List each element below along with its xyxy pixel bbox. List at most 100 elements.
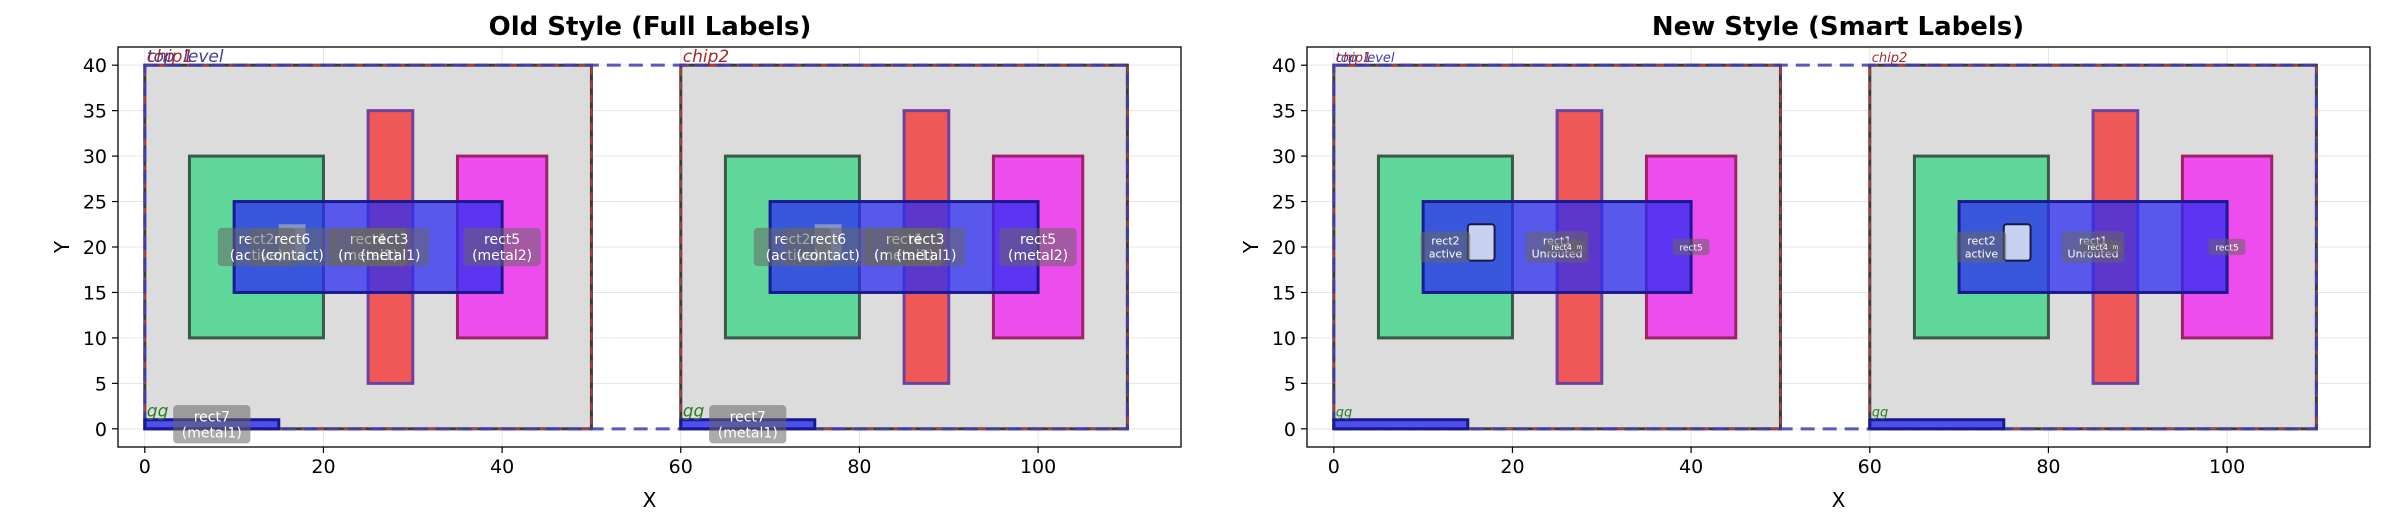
panel-title: Old Style (Full Labels) <box>489 12 812 42</box>
y-tick-label: 10 <box>83 328 107 350</box>
x-tick-label: 0 <box>139 456 151 478</box>
shape-label-box <box>2108 240 2123 254</box>
shape-label-text: rect2 <box>1431 235 1459 248</box>
shape-label-text: (metal1) <box>718 425 778 441</box>
cell-label-chip1: chip1 <box>1336 51 1372 66</box>
shape-label-text: rect4 <box>2087 243 2108 252</box>
y-tick-label: 30 <box>1272 146 1296 168</box>
shape-label-text: m <box>2112 244 2118 251</box>
shape-label-text: (contact) <box>796 248 859 264</box>
x-tick-label: 60 <box>1858 456 1882 478</box>
chip2-shape-label: rect6(contact) <box>785 227 871 267</box>
x-tick-label: 0 <box>1328 456 1340 478</box>
x-tick-label: 40 <box>490 456 514 478</box>
shape-label-box <box>1572 240 1587 254</box>
chip2-shape-label: rect4 <box>2080 239 2115 255</box>
y-axis-label: Y <box>50 240 74 254</box>
shape-label-box <box>463 227 541 267</box>
chip1-shape-label: m <box>1572 240 1587 254</box>
shape-label-box <box>351 227 430 267</box>
shape-label-text: (metal1) <box>360 248 420 264</box>
y-tick-label: 5 <box>95 373 107 395</box>
y-axis-label: Y <box>1239 240 1263 254</box>
shape-rect6 <box>1466 223 1496 262</box>
shape-label-box <box>785 227 871 267</box>
x-tick-label: 20 <box>311 456 335 478</box>
shape-rect7 <box>1868 418 2006 431</box>
shape-label-box <box>1420 231 1471 263</box>
cell-label-top_level: top_level <box>147 47 224 67</box>
shape-label-box <box>709 405 787 444</box>
cell-label-gg: gg <box>1336 406 1353 421</box>
shape-rect7 <box>1332 418 1470 431</box>
cell-label-chip1: chip1 <box>147 47 193 67</box>
shape-label-text: (metal2) <box>1008 248 1068 264</box>
y-tick-label: 35 <box>1272 101 1296 123</box>
panel-title: New Style (Smart Labels) <box>1652 12 2024 42</box>
y-tick-label: 40 <box>1272 55 1296 77</box>
shape-label-text: rect2 <box>1967 235 1995 248</box>
cell-top-level <box>143 63 1129 431</box>
y-tick-label: 20 <box>83 237 107 259</box>
x-tick-label: 40 <box>1679 456 1703 478</box>
y-tick-label: 20 <box>1272 237 1296 259</box>
y-tick-label: 25 <box>83 192 107 214</box>
shape-label-text: rect6 <box>274 232 310 248</box>
x-axis-label: X <box>643 488 657 512</box>
chip2-shape-label: rect3(metal1) <box>887 227 966 267</box>
cell-label-top_level: top_level <box>1336 51 1395 66</box>
cell-top-level <box>1332 63 2318 431</box>
y-tick-label: 10 <box>1272 328 1296 350</box>
shape-label-text: (contact) <box>261 248 324 264</box>
shape-label-text: m <box>1577 244 1583 251</box>
shape-label-text: rect5 <box>2215 243 2238 253</box>
y-tick-label: 0 <box>1284 419 1296 441</box>
shape-label-text: (metal1) <box>896 248 956 264</box>
shape-label-text: rect5 <box>1679 243 1702 253</box>
y-tick-label: 0 <box>95 419 107 441</box>
shape-label-text: (metal2) <box>472 248 532 264</box>
shape-label-text: active <box>1965 247 1999 260</box>
x-tick-label: 20 <box>1500 456 1524 478</box>
y-tick-label: 25 <box>1272 192 1296 214</box>
y-tick-label: 5 <box>1284 373 1296 395</box>
chip2-shape-label: rect5 <box>2208 238 2246 256</box>
x-axis-label: X <box>1832 488 1846 512</box>
shape-label-box <box>249 227 335 267</box>
chip2-shape-label: m <box>2108 240 2123 254</box>
shape-label-box <box>887 227 966 267</box>
y-tick-label: 15 <box>83 282 107 304</box>
shape-label-text: rect4 <box>1551 243 1572 252</box>
shape-label-text: rect3 <box>908 232 944 248</box>
y-tick-label: 35 <box>83 101 107 123</box>
y-tick-label: 40 <box>83 55 107 77</box>
x-tick-label: 100 <box>1020 456 1056 478</box>
shape-label-box <box>2080 239 2115 255</box>
chip1-shape-label: rect7(metal1) <box>173 405 251 444</box>
cell-label-gg: gg <box>1872 406 1889 421</box>
shape-label-text: (metal1) <box>182 425 242 441</box>
x-tick-label: 60 <box>669 456 693 478</box>
cell-label-chip2: chip2 <box>683 47 729 67</box>
chip1-shape-label: rect3(metal1) <box>351 227 430 267</box>
shape-label-box <box>1956 231 2007 263</box>
shape-label-box <box>1544 239 1579 255</box>
y-tick-label: 30 <box>83 146 107 168</box>
x-tick-label: 80 <box>847 456 871 478</box>
cell-label-chip2: chip2 <box>1872 51 1908 66</box>
plot-area <box>1332 63 2318 431</box>
shape-label-text: rect6 <box>810 232 846 248</box>
y-tick-label: 15 <box>1272 282 1296 304</box>
chip2-shape-label: rect7(metal1) <box>709 405 787 444</box>
chip1-shape-label: rect4 <box>1544 239 1579 255</box>
shape-label-text: active <box>1429 247 1463 260</box>
shape-label-box <box>2208 238 2246 256</box>
cell-label-gg: gg <box>683 402 705 422</box>
shape-label-box <box>999 227 1077 267</box>
shape-label-text: rect7 <box>194 409 230 425</box>
chip2-shape-label: rect5(metal2) <box>999 227 1077 267</box>
shape-label-box <box>173 405 251 444</box>
